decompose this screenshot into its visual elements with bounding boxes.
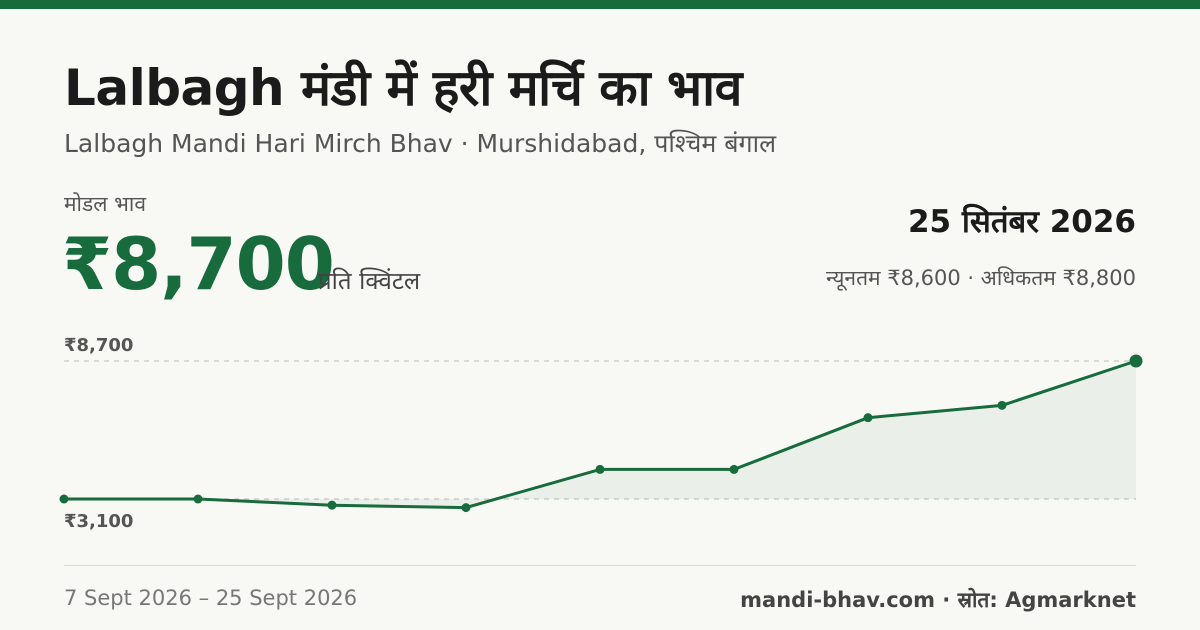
price-unit: प्रति क्विंटल <box>318 267 421 295</box>
price-point <box>59 494 69 504</box>
price-point <box>863 413 873 423</box>
footer-divider <box>64 565 1136 566</box>
y-label-max: ₹8,700 <box>64 335 133 356</box>
price-date: 25 सितंबर 2026 <box>907 204 1136 240</box>
price-trend-chart: ₹8,700 ₹3,100 <box>59 335 1143 532</box>
page-title: Lalbagh मंडी में हरी मर्चि का भाव <box>64 59 742 117</box>
source-credit: mandi-bhav.com · स्रोत: Agmarknet <box>740 588 1136 612</box>
y-label-min: ₹3,100 <box>64 511 133 532</box>
price-point <box>729 464 739 474</box>
top-accent-bar <box>0 0 1200 9</box>
date-range: 7 Sept 2026 – 25 Sept 2026 <box>64 586 358 610</box>
modal-price-value: ₹8,700 <box>62 222 335 306</box>
latest-price-point <box>1129 354 1143 368</box>
price-point <box>327 500 337 510</box>
modal-price-label: मोडल भाव <box>64 192 147 216</box>
page-subtitle: Lalbagh Mandi Hari Mirch Bhav · Murshida… <box>64 129 777 158</box>
price-point <box>461 503 471 513</box>
price-point <box>193 494 203 504</box>
price-area <box>64 361 1136 508</box>
min-max-price: न्यूनतम ₹8,600 · अधिकतम ₹8,800 <box>826 266 1136 290</box>
price-point <box>997 400 1007 410</box>
price-point <box>595 464 605 474</box>
